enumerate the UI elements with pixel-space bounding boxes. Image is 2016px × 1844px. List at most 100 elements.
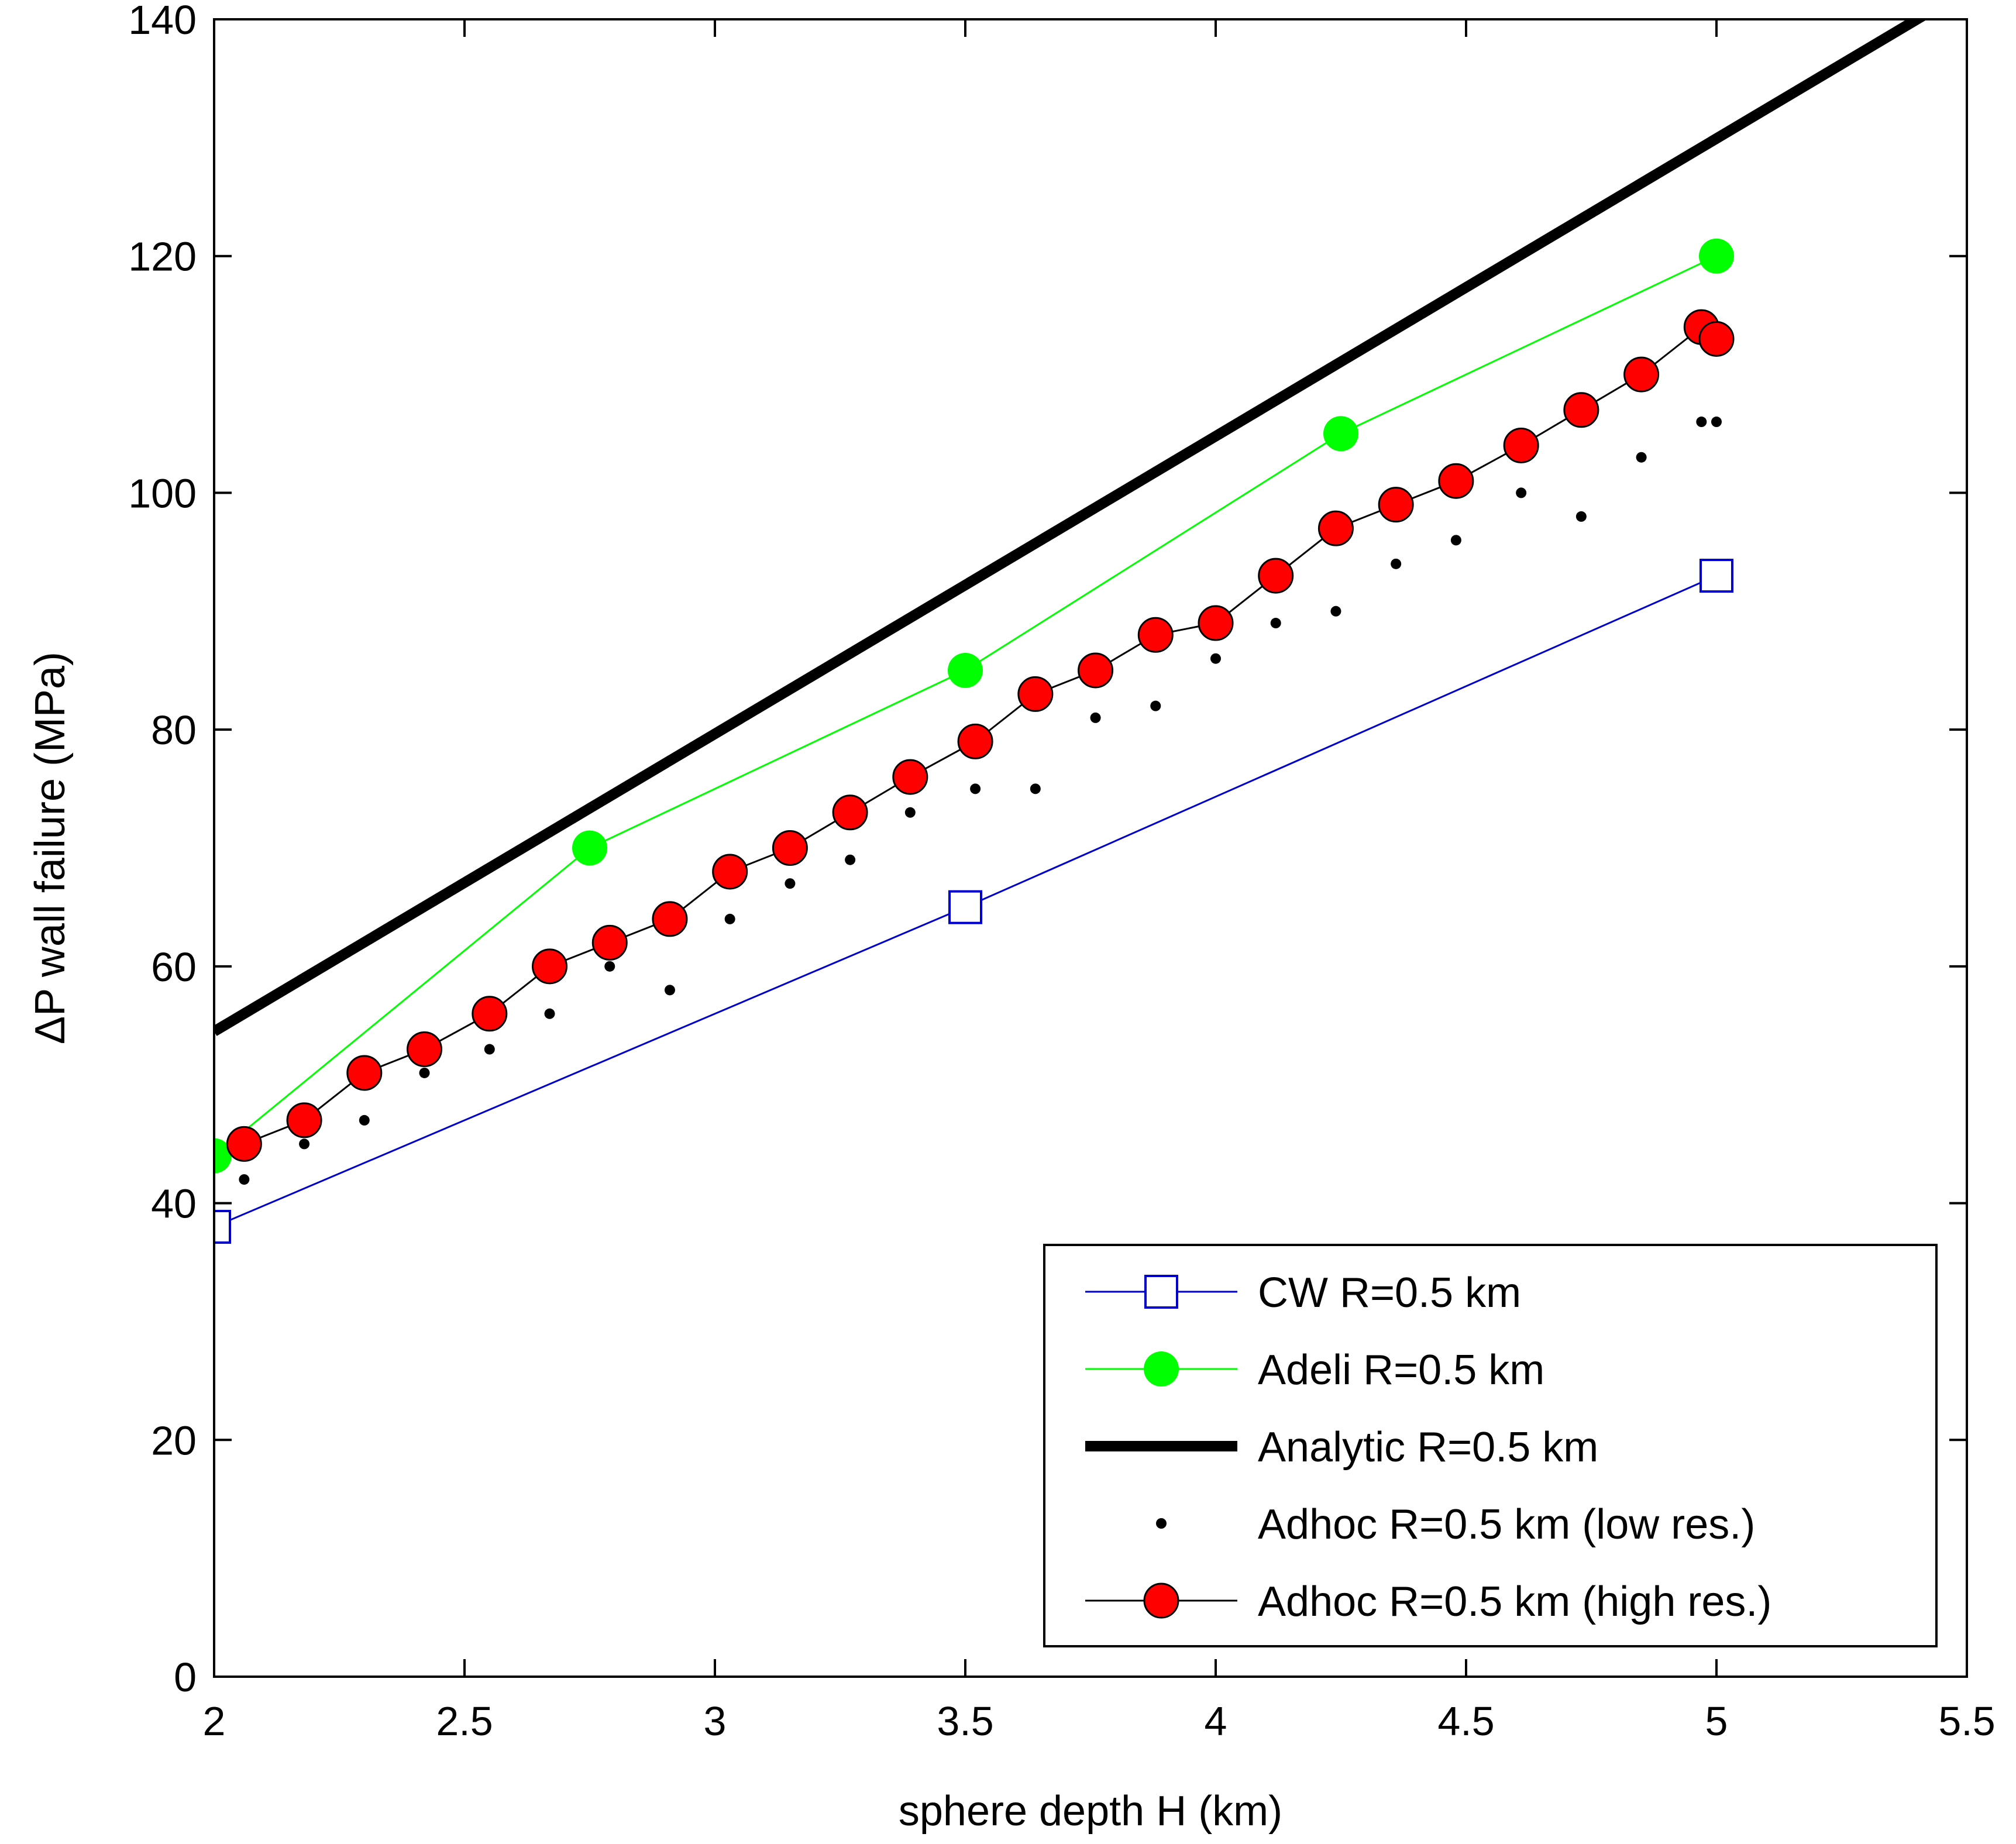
data-point-4 bbox=[407, 1031, 443, 1068]
legend-label-1: Adeli R=0.5 km bbox=[1258, 1347, 1544, 1394]
data-point-4 bbox=[957, 723, 993, 759]
data-point-3 bbox=[544, 1008, 555, 1019]
data-point-4 bbox=[532, 948, 568, 985]
y-tick-label: 0 bbox=[174, 1654, 197, 1700]
data-point-3 bbox=[1516, 487, 1527, 498]
x-tick-label: 4 bbox=[1205, 1698, 1227, 1744]
series-4 bbox=[226, 309, 1735, 1162]
legend-marker-1 bbox=[1144, 1351, 1179, 1387]
data-point-4 bbox=[1503, 427, 1539, 463]
data-point-4 bbox=[1698, 321, 1735, 357]
data-point-3 bbox=[904, 807, 916, 818]
y-tick-label: 60 bbox=[151, 944, 197, 990]
data-point-3 bbox=[604, 961, 615, 972]
data-point-0 bbox=[214, 1210, 231, 1244]
data-point-4 bbox=[226, 1126, 262, 1162]
series-3 bbox=[239, 417, 1722, 1185]
data-point-3 bbox=[484, 1044, 495, 1055]
data-point-3 bbox=[970, 783, 981, 794]
plot-marks bbox=[214, 19, 1928, 1244]
plot-frame bbox=[213, 18, 1968, 1678]
data-point-4 bbox=[772, 830, 808, 866]
series-1 bbox=[214, 238, 1734, 1174]
series-2 bbox=[214, 19, 1928, 1036]
x-tick-label: 5 bbox=[1705, 1698, 1728, 1744]
data-point-3 bbox=[1636, 452, 1647, 463]
data-point-3 bbox=[1030, 783, 1041, 794]
data-point-4 bbox=[472, 996, 508, 1032]
data-point-1 bbox=[1699, 238, 1734, 274]
data-point-3 bbox=[664, 985, 675, 996]
legend: CW R=0.5 km Adeli R=0.5 km Analytic R=0.5 … bbox=[1043, 1244, 1938, 1647]
data-point-3 bbox=[845, 854, 856, 865]
legend-entry-2: Analytic R=0.5 km bbox=[1085, 1424, 1598, 1471]
data-point-4 bbox=[591, 924, 628, 961]
series-line-2 bbox=[214, 19, 1928, 1036]
data-point-4 bbox=[1017, 676, 1054, 712]
data-point-4 bbox=[652, 901, 688, 937]
series-0 bbox=[214, 559, 1733, 1244]
x-axis: 2 2.5 3 3.5 4 4.5 5 5.5 bbox=[203, 19, 1996, 1744]
data-point-4 bbox=[892, 759, 928, 795]
x-tick-label: 4.5 bbox=[1437, 1698, 1494, 1744]
data-point-3 bbox=[1150, 700, 1161, 711]
data-point-3 bbox=[1210, 653, 1221, 664]
data-point-4 bbox=[1563, 392, 1599, 428]
y-axis-label: ΔP wall failure (MPa) bbox=[27, 652, 74, 1044]
data-point-4 bbox=[1258, 558, 1294, 594]
data-point-3 bbox=[1696, 417, 1707, 428]
legend-entry-0: CW R=0.5 km bbox=[1085, 1270, 1521, 1316]
data-point-4 bbox=[346, 1055, 383, 1091]
data-point-3 bbox=[1711, 417, 1722, 428]
data-point-4 bbox=[832, 794, 868, 831]
legend-marker-4 bbox=[1143, 1582, 1179, 1619]
legend-label-3: Adhoc R=0.5 km (low res.) bbox=[1258, 1501, 1755, 1548]
legend-label-4: Adhoc R=0.5 km (high res.) bbox=[1258, 1578, 1771, 1625]
x-tick-label: 5.5 bbox=[1938, 1698, 1995, 1744]
data-point-3 bbox=[785, 878, 796, 889]
data-point-1 bbox=[572, 830, 607, 866]
data-point-3 bbox=[1270, 618, 1281, 629]
x-tick-label: 2.5 bbox=[436, 1698, 493, 1744]
legend-marker-3 bbox=[1156, 1518, 1167, 1529]
data-point-3 bbox=[1450, 535, 1461, 546]
y-tick-label: 140 bbox=[128, 0, 197, 43]
data-point-1 bbox=[948, 652, 983, 688]
legend-marker-0 bbox=[1144, 1275, 1178, 1309]
data-point-4 bbox=[286, 1102, 322, 1138]
data-point-4 bbox=[1623, 356, 1660, 393]
x-tick-label: 3.5 bbox=[937, 1698, 993, 1744]
x-tick-label: 2 bbox=[203, 1698, 226, 1744]
data-point-1 bbox=[1323, 416, 1358, 452]
data-point-4 bbox=[1137, 617, 1174, 653]
data-point-4 bbox=[712, 854, 748, 890]
y-axis: 0 20 40 60 80 100 120 140 bbox=[128, 0, 1967, 1700]
data-point-4 bbox=[1078, 652, 1114, 689]
data-point-3 bbox=[419, 1067, 430, 1078]
data-point-3 bbox=[239, 1174, 250, 1185]
data-point-3 bbox=[724, 913, 735, 924]
y-tick-label: 100 bbox=[128, 470, 197, 516]
legend-label-2: Analytic R=0.5 km bbox=[1258, 1424, 1598, 1471]
data-point-3 bbox=[359, 1114, 370, 1126]
data-point-0 bbox=[948, 890, 982, 924]
y-tick-label: 40 bbox=[151, 1181, 197, 1227]
data-point-4 bbox=[1438, 463, 1474, 499]
x-axis-label: sphere depth H (km) bbox=[899, 1788, 1282, 1835]
y-tick-label: 120 bbox=[128, 234, 197, 280]
data-point-3 bbox=[1090, 712, 1101, 723]
data-point-4 bbox=[1317, 510, 1354, 546]
y-tick-label: 20 bbox=[151, 1418, 197, 1463]
data-point-3 bbox=[1391, 558, 1402, 569]
data-point-3 bbox=[1330, 606, 1341, 617]
data-point-3 bbox=[1575, 511, 1587, 522]
data-point-4 bbox=[1198, 605, 1234, 641]
legend-entry-4: Adhoc R=0.5 km (high res.) bbox=[1085, 1578, 1771, 1625]
x-tick-label: 3 bbox=[704, 1698, 727, 1744]
data-point-3 bbox=[299, 1138, 310, 1150]
y-tick-label: 80 bbox=[151, 707, 197, 753]
legend-label-0: CW R=0.5 km bbox=[1258, 1270, 1521, 1316]
data-point-4 bbox=[1378, 487, 1414, 523]
